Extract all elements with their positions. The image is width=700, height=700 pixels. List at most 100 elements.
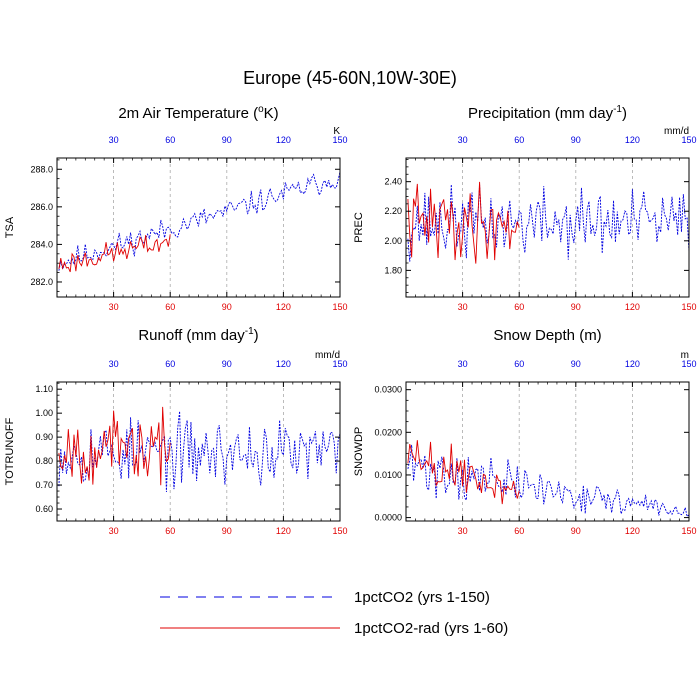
panel-title: 2m Air Temperature (oK) bbox=[118, 104, 278, 122]
x-tick-label-bottom: 150 bbox=[332, 302, 347, 312]
x-tick-label-top: 90 bbox=[571, 359, 581, 369]
panel-title-text: Snow Depth (m) bbox=[493, 327, 601, 344]
x-tick-label-top: 120 bbox=[276, 135, 291, 145]
x-tick-label-top: 90 bbox=[222, 135, 232, 145]
x-tick-label-bottom: 90 bbox=[222, 302, 232, 312]
series-line-1pctco2 bbox=[407, 184, 689, 262]
x-tick-label-bottom: 90 bbox=[571, 302, 581, 312]
y-tick-label: 2.20 bbox=[384, 206, 402, 216]
x-tick-label-bottom: 120 bbox=[276, 526, 291, 536]
series-line-1pctco2 bbox=[407, 444, 689, 518]
y-tick-label: 0.80 bbox=[35, 456, 53, 466]
y-tick-label: 288.0 bbox=[30, 164, 53, 174]
panel-title-rest: K) bbox=[264, 105, 279, 122]
y-axis-label: PREC bbox=[353, 212, 365, 243]
x-tick-label-top: 60 bbox=[165, 359, 175, 369]
x-tick-label-top: 90 bbox=[222, 359, 232, 369]
panel-tsa: 2m Air Temperature (oK) 282.0 284.0 286.0 28… bbox=[4, 104, 348, 312]
series-line-1pctco2-rad bbox=[58, 406, 171, 486]
y-tick-label: 284.0 bbox=[30, 239, 53, 249]
legend-label: 1pctCO2-rad (yrs 1-60) bbox=[354, 620, 508, 637]
plot-frame bbox=[56, 157, 341, 298]
y-tick-label: 0.90 bbox=[35, 432, 53, 442]
x-tick-label-top: 60 bbox=[514, 135, 524, 145]
x-tick-label-bottom: 90 bbox=[571, 526, 581, 536]
plot-frame bbox=[405, 157, 690, 298]
panels: 2m Air Temperature (oK)282.0284.0286.028… bbox=[4, 104, 697, 536]
x-tick-label-bottom: 150 bbox=[681, 526, 696, 536]
panel-title-rest: ) bbox=[254, 327, 259, 344]
x-tick-label-top: 150 bbox=[332, 135, 347, 145]
x-tick-label-bottom: 30 bbox=[458, 302, 468, 312]
x-tick-label-top: 120 bbox=[625, 135, 640, 145]
y-tick-label: 0.0300 bbox=[374, 385, 402, 395]
x-tick-label-top: 60 bbox=[165, 135, 175, 145]
panel-title-text: Runoff (mm day bbox=[138, 327, 245, 344]
x-tick-label-bottom: 30 bbox=[109, 302, 119, 312]
unit-label: K bbox=[333, 126, 340, 137]
x-tick-label-bottom: 120 bbox=[625, 526, 640, 536]
y-tick-label: 2.40 bbox=[384, 177, 402, 187]
x-tick-label-top: 120 bbox=[625, 359, 640, 369]
x-tick-label-top: 60 bbox=[514, 359, 524, 369]
series-line-1pctco2-rad bbox=[58, 234, 171, 273]
y-tick-label: 0.0000 bbox=[374, 513, 402, 523]
x-tick-label-top: 30 bbox=[458, 135, 468, 145]
x-tick-label-bottom: 30 bbox=[458, 526, 468, 536]
y-tick-label: 0.60 bbox=[35, 504, 53, 514]
x-tick-label-top: 90 bbox=[571, 135, 581, 145]
panel-prec: Precipitation (mm day-1) 1.80 2.00 2.20 2.40… bbox=[353, 104, 697, 312]
x-tick-label-bottom: 150 bbox=[681, 302, 696, 312]
y-tick-label: 1.80 bbox=[384, 265, 402, 275]
x-tick-label-bottom: 60 bbox=[514, 526, 524, 536]
y-tick-label: 0.0200 bbox=[374, 427, 402, 437]
x-tick-label-top: 30 bbox=[458, 359, 468, 369]
legend-label: 1pctCO2 (yrs 1-150) bbox=[354, 589, 490, 606]
series-line-1pctco2 bbox=[58, 171, 340, 271]
panel-title-text: Precipitation (mm day bbox=[468, 105, 614, 122]
panel-totrunoff: Runoff (mm day-1) 0.60 0.70 0.80 0.90 1.00 1.1… bbox=[4, 326, 348, 536]
panel-title: Runoff (mm day-1) bbox=[138, 326, 258, 344]
y-tick-label: 1.10 bbox=[35, 384, 53, 394]
y-tick-label: 1.00 bbox=[35, 408, 53, 418]
x-tick-label-bottom: 150 bbox=[332, 526, 347, 536]
panel-title-text: 2m Air Temperature ( bbox=[118, 105, 258, 122]
y-axis-label: TOTRUNOFF bbox=[4, 417, 16, 485]
x-tick-label-bottom: 60 bbox=[514, 302, 524, 312]
y-tick-label: 282.0 bbox=[30, 277, 53, 287]
x-tick-label-top: 150 bbox=[681, 135, 696, 145]
y-tick-label: 0.70 bbox=[35, 480, 53, 490]
panel-title: Precipitation (mm day-1) bbox=[468, 104, 627, 122]
x-tick-label-bottom: 90 bbox=[222, 526, 232, 536]
figure-title: Europe (45-60N,10W-30E) bbox=[243, 68, 457, 88]
y-axis-label: TSA bbox=[4, 216, 16, 238]
unit-label: m bbox=[681, 350, 689, 361]
panel-snowdp: Snow Depth (m) 0.0000 0.0100 0.0200 0.0300 30… bbox=[353, 327, 697, 536]
x-tick-label-top: 30 bbox=[109, 359, 119, 369]
y-axis-label: SNOWDP bbox=[353, 427, 365, 477]
series-line-1pctco2-rad bbox=[407, 181, 520, 264]
unit-label: mm/d bbox=[315, 350, 340, 361]
panel-title-rest: ) bbox=[622, 105, 627, 122]
unit-label: mm/d bbox=[664, 126, 689, 137]
legend: 1pctCO2 (yrs 1-150) 1pctCO2-rad (yrs 1-60… bbox=[160, 589, 508, 637]
y-tick-label: 0.0100 bbox=[374, 470, 402, 480]
x-tick-label-bottom: 60 bbox=[165, 526, 175, 536]
x-tick-label-top: 30 bbox=[109, 135, 119, 145]
x-tick-label-bottom: 60 bbox=[165, 302, 175, 312]
series-line-1pctco2-rad bbox=[407, 440, 520, 505]
panel-title-superscript: -1 bbox=[245, 326, 254, 337]
panel-title: Snow Depth (m) bbox=[493, 327, 601, 344]
x-tick-label-top: 120 bbox=[276, 359, 291, 369]
x-tick-label-top: 150 bbox=[681, 359, 696, 369]
panel-title-superscript: -1 bbox=[613, 104, 622, 115]
series-line-1pctco2 bbox=[58, 411, 340, 492]
y-tick-label: 286.0 bbox=[30, 202, 53, 212]
x-tick-label-bottom: 30 bbox=[109, 526, 119, 536]
y-tick-label: 2.00 bbox=[384, 236, 402, 246]
x-tick-label-bottom: 120 bbox=[625, 302, 640, 312]
x-tick-label-top: 150 bbox=[332, 359, 347, 369]
panel-title-superscript: o bbox=[258, 104, 264, 115]
x-tick-label-bottom: 120 bbox=[276, 302, 291, 312]
